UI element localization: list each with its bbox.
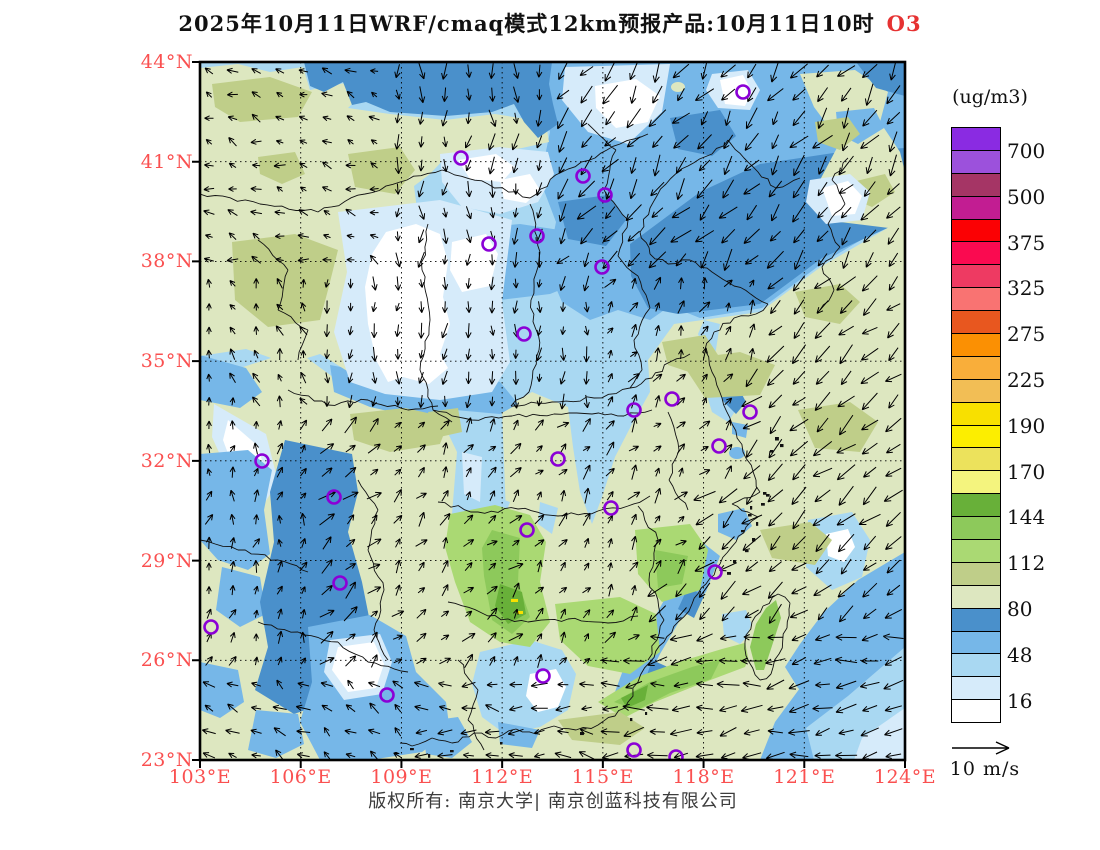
city-marker (603, 500, 619, 516)
x-axis-label: 121°E (773, 766, 836, 788)
city-marker (535, 668, 551, 684)
city-marker (707, 564, 723, 580)
legend-cell (952, 173, 1000, 197)
x-axis-label: 124°E (873, 766, 937, 788)
legend-value: 48 (1007, 642, 1033, 667)
legend-cell (952, 356, 1000, 380)
y-axis-label: 35°N (140, 350, 193, 373)
copyright-text: 版权所有: 南京大学| 南京创蓝科技有限公司 (368, 791, 738, 812)
title-pollutant: O3 (886, 11, 922, 36)
city-marker (254, 453, 270, 469)
city-marker (453, 150, 469, 166)
legend-value: 16 (1007, 688, 1033, 713)
legend-cell (952, 494, 1000, 518)
city-marker (594, 259, 610, 275)
legend-value: 190 (1007, 413, 1046, 438)
map-area (200, 62, 905, 760)
wind-reference-arrow (952, 741, 1010, 755)
city-markers (203, 84, 758, 760)
city-marker (711, 438, 727, 454)
city-marker (626, 402, 642, 418)
x-axis-label: 103°E (168, 766, 232, 788)
legend-value: 700 (1007, 138, 1046, 163)
y-axis-label: 23°N (140, 749, 193, 771)
legend-value: 325 (1007, 276, 1046, 301)
legend-cell (952, 471, 1000, 495)
legend-cell (952, 402, 1000, 426)
city-marker (575, 168, 591, 184)
y-axis-label: 29°N (140, 549, 193, 572)
city-marker (668, 749, 684, 760)
legend-cell (952, 288, 1000, 312)
legend-value: 170 (1007, 459, 1046, 484)
y-axis-label: 44°N (140, 51, 193, 73)
y-axis-label: 32°N (140, 449, 193, 472)
legend-value: 275 (1007, 322, 1046, 347)
legend-cell (952, 379, 1000, 403)
legend-cell (952, 128, 1000, 151)
city-marker (735, 84, 751, 100)
x-axis-label: 118°E (672, 766, 735, 788)
legend-cell (952, 448, 1000, 472)
legend-cell (952, 654, 1000, 678)
city-marker (664, 391, 680, 407)
city-marker (529, 228, 545, 244)
city-marker (326, 489, 342, 505)
city-marker (519, 522, 535, 538)
legend-cell (952, 265, 1000, 289)
legend-cell (952, 608, 1000, 632)
x-axis-label: 115°E (571, 766, 634, 788)
x-axis-label: 106°E (269, 766, 332, 788)
x-axis-label: 109°E (370, 766, 433, 788)
x-axis-label: 112°E (471, 766, 534, 788)
y-axis-label: 38°N (140, 250, 193, 273)
legend-value: 144 (1007, 505, 1046, 530)
wind-vector-layer (201, 62, 904, 760)
city-marker (597, 187, 613, 203)
legend-cell (952, 677, 1000, 701)
legend-cell (952, 311, 1000, 335)
legend-value: 112 (1007, 551, 1046, 576)
city-marker (742, 404, 758, 420)
city-marker (626, 742, 642, 758)
city-marker (379, 687, 395, 703)
city-marker (332, 575, 348, 591)
legend-cell (952, 334, 1000, 357)
legend-cell (952, 242, 1000, 266)
title-text: 2025年10月11日WRF/cmaq模式12km预报产品:10月11日10时 (178, 11, 875, 36)
legend-cell (952, 517, 1000, 541)
concentration-fill-layer (200, 62, 905, 760)
city-marker (481, 236, 497, 252)
legend-cell (952, 219, 1000, 243)
legend-value: 225 (1007, 367, 1046, 392)
legend-value: 375 (1007, 230, 1046, 255)
wind-scale-label: 10 m/s (949, 758, 1021, 780)
axis-ticks (192, 61, 906, 768)
legend-cell (952, 631, 1000, 655)
legend-unit: (ug/m3) (952, 86, 1028, 108)
legend-cell (952, 150, 1000, 174)
page-title: 2025年10月11日WRF/cmaq模式12km预报产品:10月11日10时 O… (0, 8, 1100, 38)
province-boundaries (200, 123, 849, 751)
legend-cell (952, 700, 1000, 723)
city-marker (516, 326, 532, 342)
city-marker (203, 619, 219, 635)
legend-cell (952, 562, 1000, 586)
legend-cell (952, 585, 1000, 609)
legend-cell (952, 540, 1000, 563)
city-marker (550, 451, 566, 467)
legend-cell (952, 196, 1000, 220)
legend-value: 500 (1007, 184, 1046, 209)
legend-cell (952, 425, 1000, 449)
y-axis-label: 26°N (140, 649, 193, 672)
legend-value: 80 (1007, 596, 1033, 621)
map-frame (198, 60, 907, 762)
y-axis-label: 41°N (140, 150, 193, 173)
legend-colorbar (951, 127, 1001, 724)
